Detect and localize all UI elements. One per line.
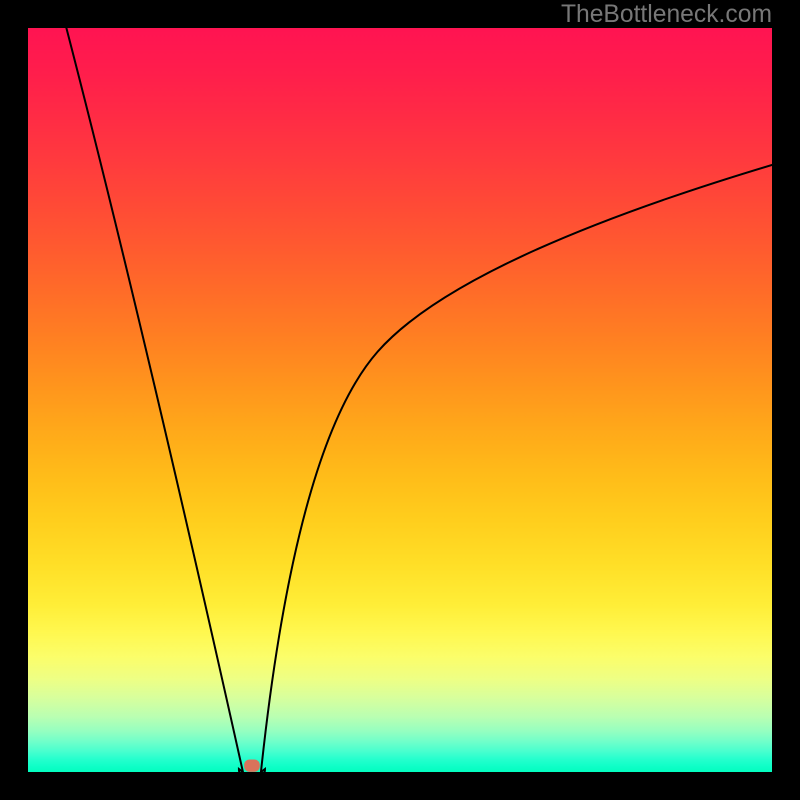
optimum-marker (244, 760, 260, 772)
chart-stage: { "canvas": { "width": 800, "height": 80… (0, 0, 800, 800)
bottleneck-curve (66, 28, 772, 772)
curve-layer (28, 28, 772, 772)
plot-area (28, 28, 772, 772)
watermark-text: TheBottleneck.com (561, 1, 772, 29)
